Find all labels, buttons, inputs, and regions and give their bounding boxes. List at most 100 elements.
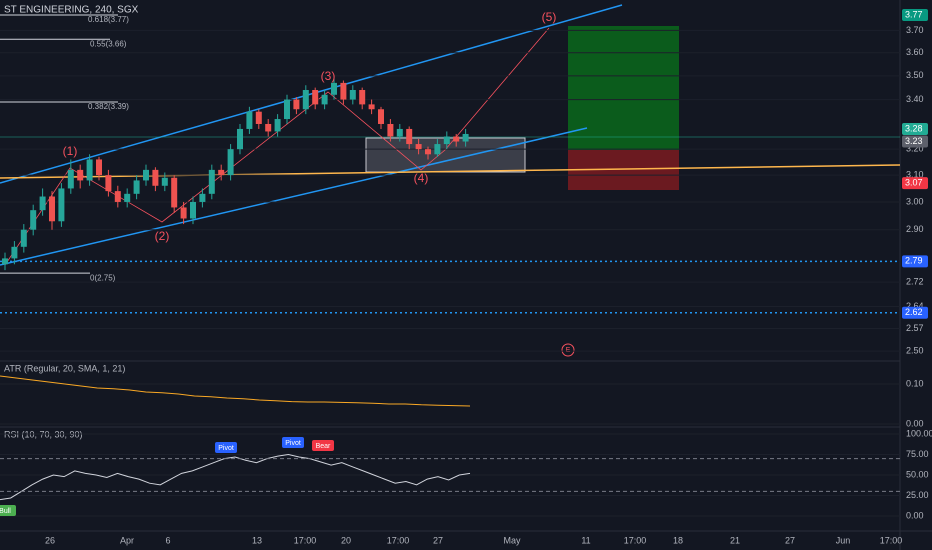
time-label: 13 [252, 535, 262, 545]
candle-body [237, 128, 243, 150]
event-label: E [566, 347, 571, 354]
candle-body [434, 144, 441, 155]
symbol-title: ST ENGINEERING, 240, SGX [4, 5, 139, 16]
y-tick-label: 50.00 [906, 469, 929, 479]
candle-body [39, 196, 46, 211]
candle-body [143, 169, 149, 181]
y-tick-label: 100.00 [906, 428, 932, 438]
y-tick-label: 3.50 [906, 70, 924, 80]
y-tick-label: 0.00 [906, 510, 924, 520]
wave-path [4, 27, 550, 266]
price-tag-label: 3.23 [905, 136, 923, 146]
time-label: 26 [45, 535, 55, 545]
price-tag [902, 9, 928, 22]
time-label: 21 [730, 535, 740, 545]
wave-label: (4) [414, 171, 429, 185]
candle-body [331, 82, 337, 95]
y-tick-label: 2.72 [906, 276, 924, 286]
price-tag-label: 3.77 [905, 9, 923, 19]
candle-body [152, 169, 159, 186]
pivot-label: Pivot [285, 440, 301, 447]
candle-body [274, 119, 281, 132]
wave-label: (1) [63, 144, 78, 158]
time-label: 27 [433, 535, 443, 545]
candle-body [265, 123, 272, 132]
candle-body [453, 136, 460, 142]
pivot-label: Bull [0, 508, 11, 515]
candle-body [293, 99, 300, 110]
candle-body [171, 177, 178, 208]
candle-body [208, 169, 215, 194]
candle-body [11, 246, 18, 259]
y-tick-label: 2.90 [906, 224, 924, 234]
candle-body [462, 133, 469, 142]
candle-body [378, 109, 384, 124]
candle-body [2, 258, 8, 265]
pivot-label: Bear [316, 443, 331, 450]
candle-body [387, 123, 394, 137]
channel-upper [0, 4, 623, 184]
wave-label: (5) [542, 10, 557, 24]
candle-body [96, 159, 102, 176]
price-tag [902, 122, 928, 135]
candle-body [349, 89, 356, 100]
pivot-badge [215, 442, 237, 453]
channel-lower [0, 127, 588, 266]
pivot-badge [312, 440, 334, 451]
time-label: Jun [836, 535, 851, 545]
price-tag [902, 177, 928, 190]
y-tick-label: 3.40 [906, 94, 924, 104]
candle-body [67, 169, 74, 189]
y-tick-label: 2.64 [906, 301, 924, 311]
candle-body [180, 207, 187, 219]
candle-body [415, 144, 422, 150]
candle-body [30, 210, 37, 230]
y-tick-label: 75.00 [906, 449, 929, 459]
candle-body [368, 104, 375, 110]
time-label: 20 [341, 535, 351, 545]
y-tick-label: 2.57 [906, 323, 924, 333]
support-line [0, 164, 901, 179]
candle-body [443, 136, 450, 145]
candle-body [284, 99, 290, 120]
price-tag [902, 306, 928, 319]
time-label: 17:00 [294, 535, 317, 545]
candle-body [49, 196, 55, 222]
candle-body [20, 229, 27, 247]
fib-label: 0.618(3.77) [88, 15, 129, 24]
candle-body [77, 169, 84, 181]
y-tick-label: 0.10 [906, 378, 924, 388]
candle-body [406, 128, 413, 145]
wave-label: (3) [321, 69, 336, 83]
price-tag-label: 3.28 [905, 123, 923, 133]
y-tick-label: 3.00 [906, 196, 924, 206]
candle-body [124, 193, 131, 202]
y-tick-label: 0.00 [906, 418, 924, 428]
candle-body [58, 188, 65, 222]
candle-body [396, 128, 403, 137]
time-label: 17:00 [880, 535, 903, 545]
candle-body [321, 94, 328, 105]
candle-body [359, 89, 366, 105]
candle-body [218, 169, 225, 176]
candle-body [133, 180, 140, 194]
candle-body [425, 149, 431, 155]
y-tick-label: 25.00 [906, 490, 929, 500]
candle-body [190, 201, 196, 219]
candle-body [340, 82, 347, 100]
candle-body [246, 111, 253, 129]
time-label: Apr [120, 535, 134, 545]
y-tick-label: 3.70 [906, 25, 924, 35]
wave-label: (2) [155, 229, 170, 243]
price-tag [902, 255, 928, 268]
indicator-line [0, 453, 471, 501]
pivot-label: Pivot [218, 445, 234, 452]
time-label: 27 [785, 535, 795, 545]
y-tick-label: 3.20 [906, 144, 924, 154]
fib-label: 0(2.75) [90, 273, 116, 282]
time-label: May [503, 535, 521, 545]
time-label: 17:00 [624, 535, 647, 545]
y-tick-label: 2.50 [906, 345, 924, 355]
